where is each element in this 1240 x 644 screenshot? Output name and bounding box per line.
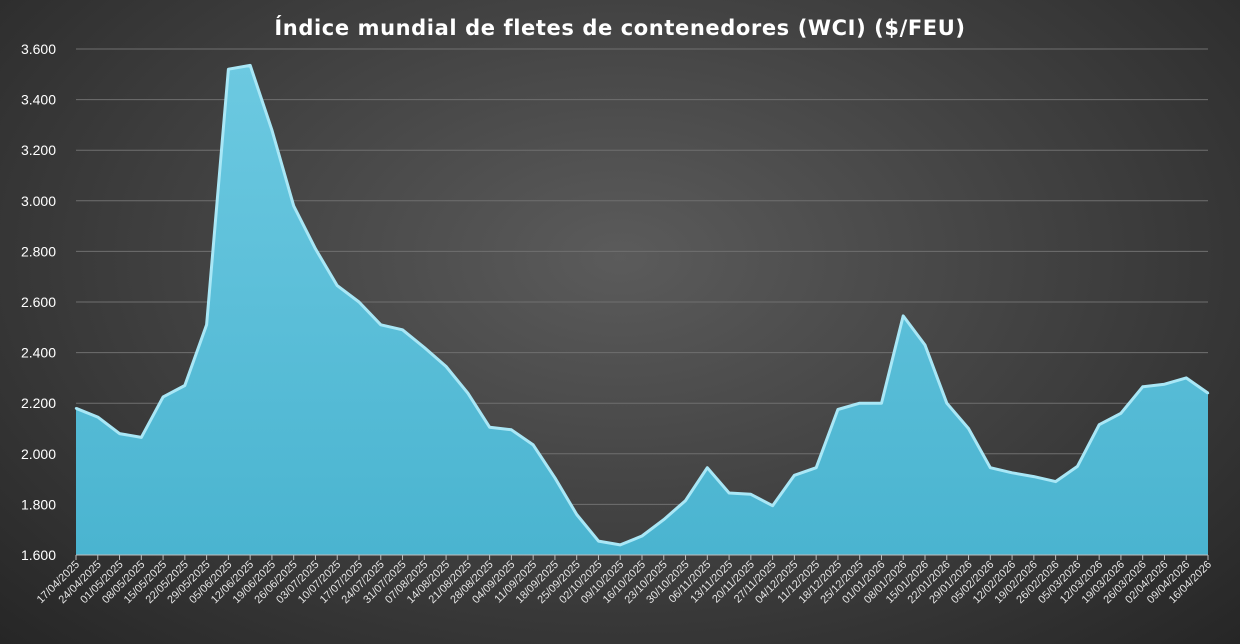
data-point (510, 428, 513, 431)
data-point (989, 466, 992, 469)
y-tick-label: 3.200 (21, 142, 56, 158)
data-point (858, 402, 861, 405)
data-point (771, 504, 774, 507)
y-tick-label: 2.600 (21, 294, 56, 310)
data-point (270, 128, 274, 132)
y-tick-label: 3.000 (21, 193, 56, 209)
series-area-fill (76, 65, 1208, 556)
data-point (640, 534, 644, 538)
y-tick-label: 2.400 (21, 345, 56, 361)
data-point (1141, 385, 1144, 388)
data-point (597, 539, 600, 543)
y-tick-label: 2.200 (21, 395, 56, 411)
data-point (74, 407, 78, 410)
data-point (161, 395, 165, 399)
data-point (249, 64, 252, 67)
data-point (336, 284, 339, 287)
data-point (727, 491, 731, 495)
data-point (749, 493, 752, 496)
data-point (836, 408, 840, 411)
data-point (815, 466, 818, 469)
y-tick-label: 2.000 (21, 446, 56, 462)
data-point (1206, 391, 1210, 395)
data-point (1098, 423, 1101, 426)
data-point (532, 443, 535, 447)
data-point (401, 328, 404, 331)
data-point (96, 415, 100, 419)
data-point (140, 436, 143, 439)
y-tick-label: 1.800 (21, 496, 56, 512)
data-point (314, 247, 317, 251)
data-point (706, 466, 709, 469)
data-point (967, 427, 970, 430)
data-point (1076, 465, 1079, 468)
data-point (1032, 475, 1036, 478)
data-point (553, 476, 557, 479)
data-point (1010, 471, 1014, 474)
data-point (379, 323, 382, 326)
data-point (466, 391, 469, 395)
data-point (575, 513, 578, 516)
data-point (227, 68, 230, 71)
y-tick-label: 2.800 (21, 243, 56, 259)
chart-title: Índice mundial de fletes de contenedores… (274, 16, 966, 40)
data-point (357, 300, 361, 304)
data-point (1054, 480, 1057, 483)
data-point (1163, 383, 1166, 386)
data-point (902, 314, 905, 318)
x-axis-tick-labels: 17/04/202524/04/202501/05/202508/05/2025… (35, 559, 1214, 606)
data-point (684, 499, 687, 502)
data-point (1185, 376, 1188, 380)
data-point (183, 384, 186, 387)
y-axis-tick-labels: 1.600 1.800 2.000 2.200 2.400 2.600 2.800 3.000… (21, 41, 56, 563)
series-area (74, 63, 1210, 556)
data-point (118, 432, 121, 435)
data-point (793, 474, 796, 477)
data-point (1119, 412, 1123, 415)
data-point (205, 323, 208, 326)
data-point (619, 543, 622, 547)
data-point (662, 518, 665, 521)
data-point (945, 402, 948, 405)
data-point (423, 346, 426, 349)
data-point (292, 204, 295, 208)
y-tick-label: 3.600 (21, 41, 56, 57)
data-point (444, 365, 448, 368)
data-point (923, 343, 927, 347)
data-point (488, 426, 491, 429)
y-tick-label: 1.600 (21, 547, 56, 563)
axes (75, 554, 1209, 560)
data-point (880, 402, 883, 405)
y-tick-label: 3.400 (21, 92, 56, 108)
